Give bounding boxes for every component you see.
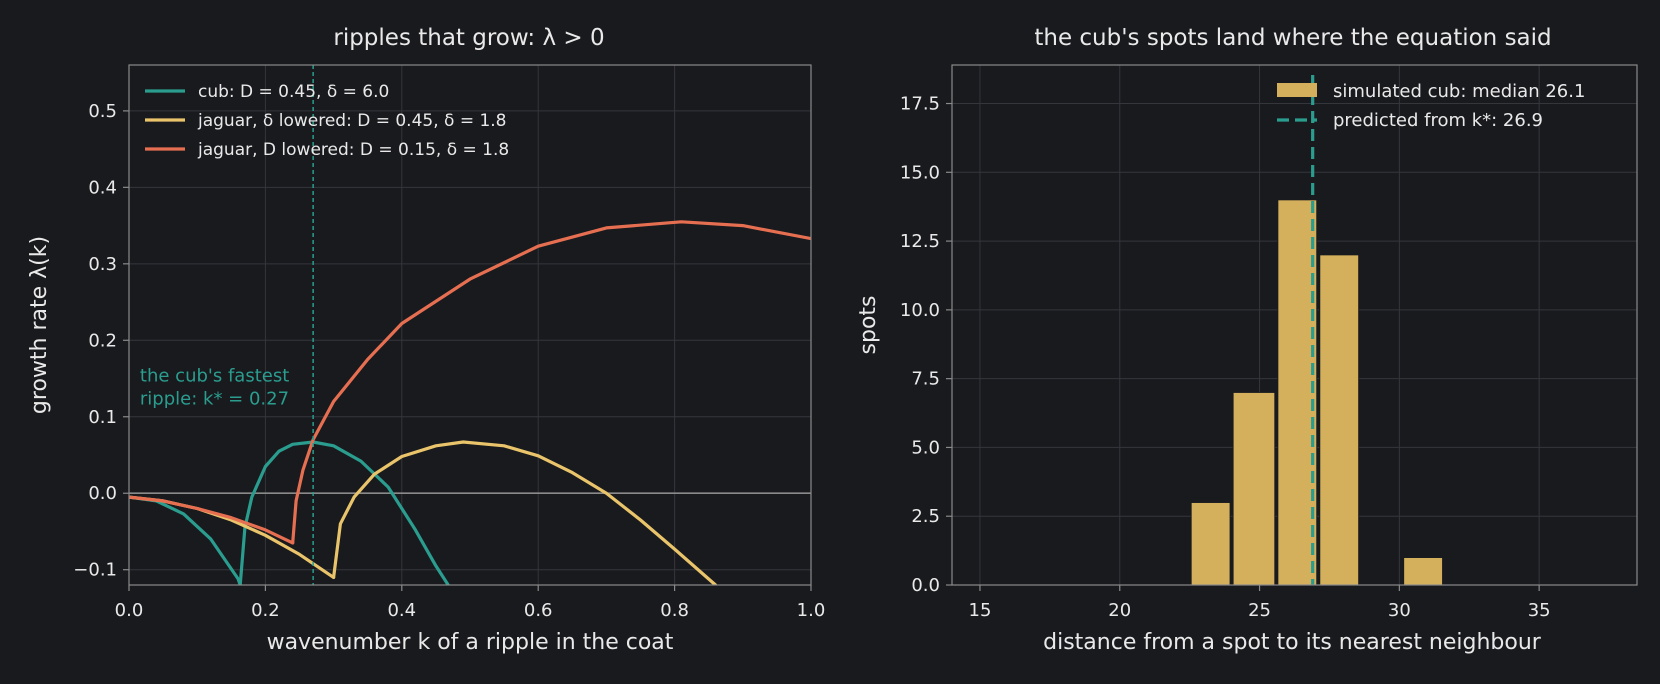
- legend-label-0: cub: D = 0.45, δ = 6.0: [198, 82, 389, 102]
- histogram-bar: [1190, 501, 1231, 586]
- left-y-tick-label: 0.5: [88, 101, 117, 122]
- right-x-axis-label: distance from a spot to its nearest neig…: [1043, 630, 1542, 655]
- left-y-tick-label: 0.0: [88, 483, 117, 504]
- right-y-tick-label: 2.5: [911, 506, 940, 527]
- histogram-bar: [1232, 391, 1276, 586]
- annotation-line: ripple: k* = 0.27: [140, 389, 289, 410]
- right-y-tick-label: 12.5: [900, 231, 940, 252]
- left-x-tick-label: 0.6: [524, 600, 553, 621]
- left-x-tick-label: 0.2: [251, 600, 280, 621]
- left-plot-frame: [128, 64, 812, 586]
- left-x-ticks: 0.0 0.2 0.4 0.6 0.8 1.0: [115, 585, 826, 621]
- right-y-tick-label: 7.5: [911, 369, 940, 390]
- series-line-0-branch-0: [129, 495, 242, 585]
- series-line-1-branch-1: [332, 440, 718, 585]
- legend-label-bars: simulated cub: median 26.1: [1333, 81, 1585, 102]
- right-x-tick-label: 35: [1528, 600, 1551, 621]
- left-y-tick-label: 0.2: [88, 330, 117, 351]
- nearest-neighbour-histogram: the cub's spots land where the equation …: [856, 25, 1638, 655]
- series-line-2-branch-0: [129, 495, 295, 545]
- legend-label-1: jaguar, δ lowered: D = 0.45, δ = 1.8: [197, 111, 507, 131]
- right-y-tick-label: 10.0: [900, 300, 940, 321]
- right-y-tick-label: 0.0: [911, 575, 940, 596]
- left-x-tick-label: 0.4: [387, 600, 416, 621]
- left-y-ticks: −0.1 0.0 0.1 0.2 0.3 0.4 0.5: [73, 101, 129, 581]
- left-x-tick-label: 0.0: [115, 600, 144, 621]
- right-x-tick-label: 25: [1248, 600, 1271, 621]
- right-y-tick-label: 15.0: [900, 162, 940, 183]
- right-legend: simulated cub: median 26.1 predicted from…: [1277, 81, 1585, 131]
- histogram-bar: [1403, 556, 1444, 586]
- legend-label-2: jaguar, D lowered: D = 0.15, δ = 1.8: [197, 140, 509, 160]
- right-x-tick-label: 30: [1388, 600, 1411, 621]
- annotation-line: the cub's fastest: [140, 366, 289, 387]
- left-x-tick-label: 1.0: [797, 600, 826, 621]
- legend-label-vline: predicted from k*: 26.9: [1333, 110, 1543, 131]
- right-x-tick-label: 15: [969, 600, 992, 621]
- legend-swatch-bars: [1277, 83, 1317, 97]
- right-chart-title: the cub's spots land where the equation …: [1034, 25, 1551, 51]
- left-x-axis-label: wavenumber k of a ripple in the coat: [267, 630, 674, 655]
- left-y-tick-label: 0.3: [88, 254, 117, 275]
- right-y-tick-label: 17.5: [900, 94, 940, 115]
- series-line-1-branch-0: [129, 495, 336, 580]
- right-x-tick-label: 20: [1108, 600, 1131, 621]
- left-legend: cub: D = 0.45, δ = 6.0 jaguar, δ lowered:…: [145, 82, 509, 160]
- left-y-tick-label: 0.1: [88, 407, 117, 428]
- histogram-bars: [1190, 199, 1444, 586]
- left-y-tick-label: −0.1: [73, 560, 117, 581]
- right-y-ticks: 0.0 2.5 5.0 7.5 10.0 12.5 15.0 17.5: [900, 94, 952, 596]
- right-y-tick-label: 5.0: [911, 437, 940, 458]
- histogram-bar: [1319, 254, 1360, 586]
- right-x-ticks: 15 20 25 30 35: [969, 585, 1551, 621]
- left-y-axis-label: growth rate λ(k): [27, 236, 52, 414]
- left-chart-title: ripples that grow: λ > 0: [333, 25, 604, 51]
- series-line-2-branch-1: [291, 220, 811, 545]
- growth-rate-chart: ripples that grow: λ > 0 0.0 0.2 0.4 0.6 0.8…: [27, 25, 825, 655]
- right-y-axis-label: spots: [856, 296, 881, 355]
- left-series-lines: [129, 220, 811, 585]
- left-y-tick-label: 0.4: [88, 177, 117, 198]
- right-plot-frame: [951, 64, 1638, 586]
- left-x-tick-label: 0.8: [660, 600, 689, 621]
- histogram-bar: [1277, 199, 1318, 586]
